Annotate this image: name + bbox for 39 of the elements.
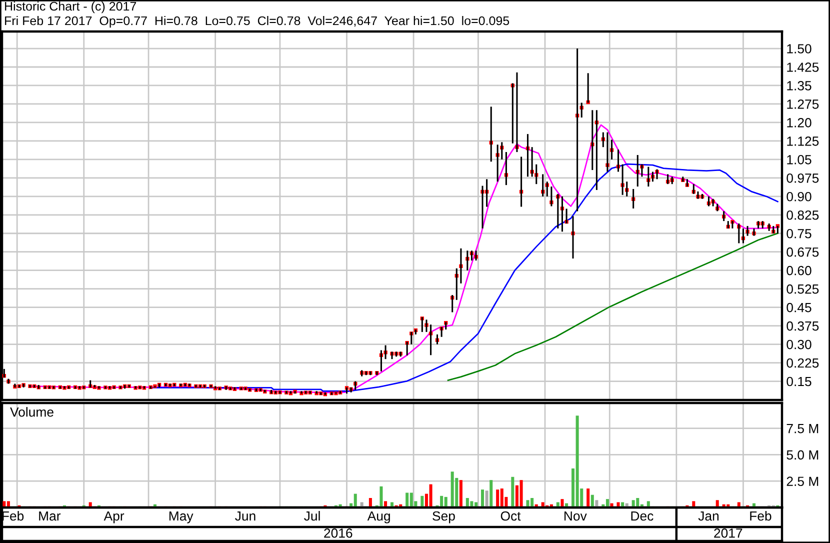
- y-tick-label: 0.225: [786, 358, 819, 368]
- x-tick-label: May: [169, 511, 194, 524]
- x2-tick-label: 2017: [714, 528, 742, 538]
- y-tick-label: 0.75: [786, 228, 812, 238]
- y-tick-label: 1.50: [787, 44, 812, 54]
- y-tick-label: 0.15: [786, 376, 812, 386]
- y-tick-label: 0.825: [786, 210, 819, 220]
- y-tick-label: 0.375: [786, 321, 819, 331]
- y-tick-label: 0.675: [786, 247, 819, 257]
- y-tick-label: 0.975: [786, 173, 819, 183]
- y-tick-label: 1.425: [787, 62, 819, 72]
- y-tick-label: 1.05: [787, 154, 812, 164]
- y-tick-label: 1.125: [787, 136, 819, 146]
- x-tick-label: Mar: [39, 511, 61, 521]
- x-tick-label: Apr: [104, 511, 124, 524]
- y-tick-label: 0.525: [786, 284, 819, 294]
- y-tick-label: 2.5 M: [786, 476, 818, 486]
- y-tick-label: 5.0 M: [786, 450, 818, 460]
- y-tick-label: 0.60: [786, 266, 812, 276]
- x-tick-label: Sep: [432, 511, 455, 524]
- y-tick-label: 0.30: [786, 340, 812, 350]
- x-tick-label: Jul: [304, 510, 320, 521]
- chart-subtitle: Fri Feb 17 2017 Op=0.77 Hi=0.78 Lo=0.75 Cl=0.78 Vol=246,647 Year hi=1.50 lo=0.095: [5, 16, 510, 28]
- y-tick-label: 1.35: [787, 81, 812, 90]
- y-tick-label: 0.45: [786, 302, 812, 312]
- y-tick-label: 1.275: [787, 100, 819, 109]
- x-tick-label: Oct: [500, 511, 521, 521]
- x-tick-label: Jan: [698, 511, 719, 521]
- y-tick-label: 1.20: [787, 118, 812, 128]
- x-tick-label: Nov: [564, 511, 587, 521]
- x-tick-label: Aug: [367, 511, 390, 524]
- y-tick-label: 0.90: [786, 192, 812, 202]
- x2-tick-label: 2016: [324, 528, 352, 538]
- chart-title: Volume: [10, 407, 54, 417]
- y-tick-label: 7.5 M: [786, 424, 818, 434]
- x-tick-label: Jun: [235, 511, 256, 521]
- x-tick-label: Feb: [750, 510, 772, 521]
- x-tick-label: Dec: [631, 511, 654, 521]
- chart-title: Historic Chart - (c) 2017: [5, 2, 136, 14]
